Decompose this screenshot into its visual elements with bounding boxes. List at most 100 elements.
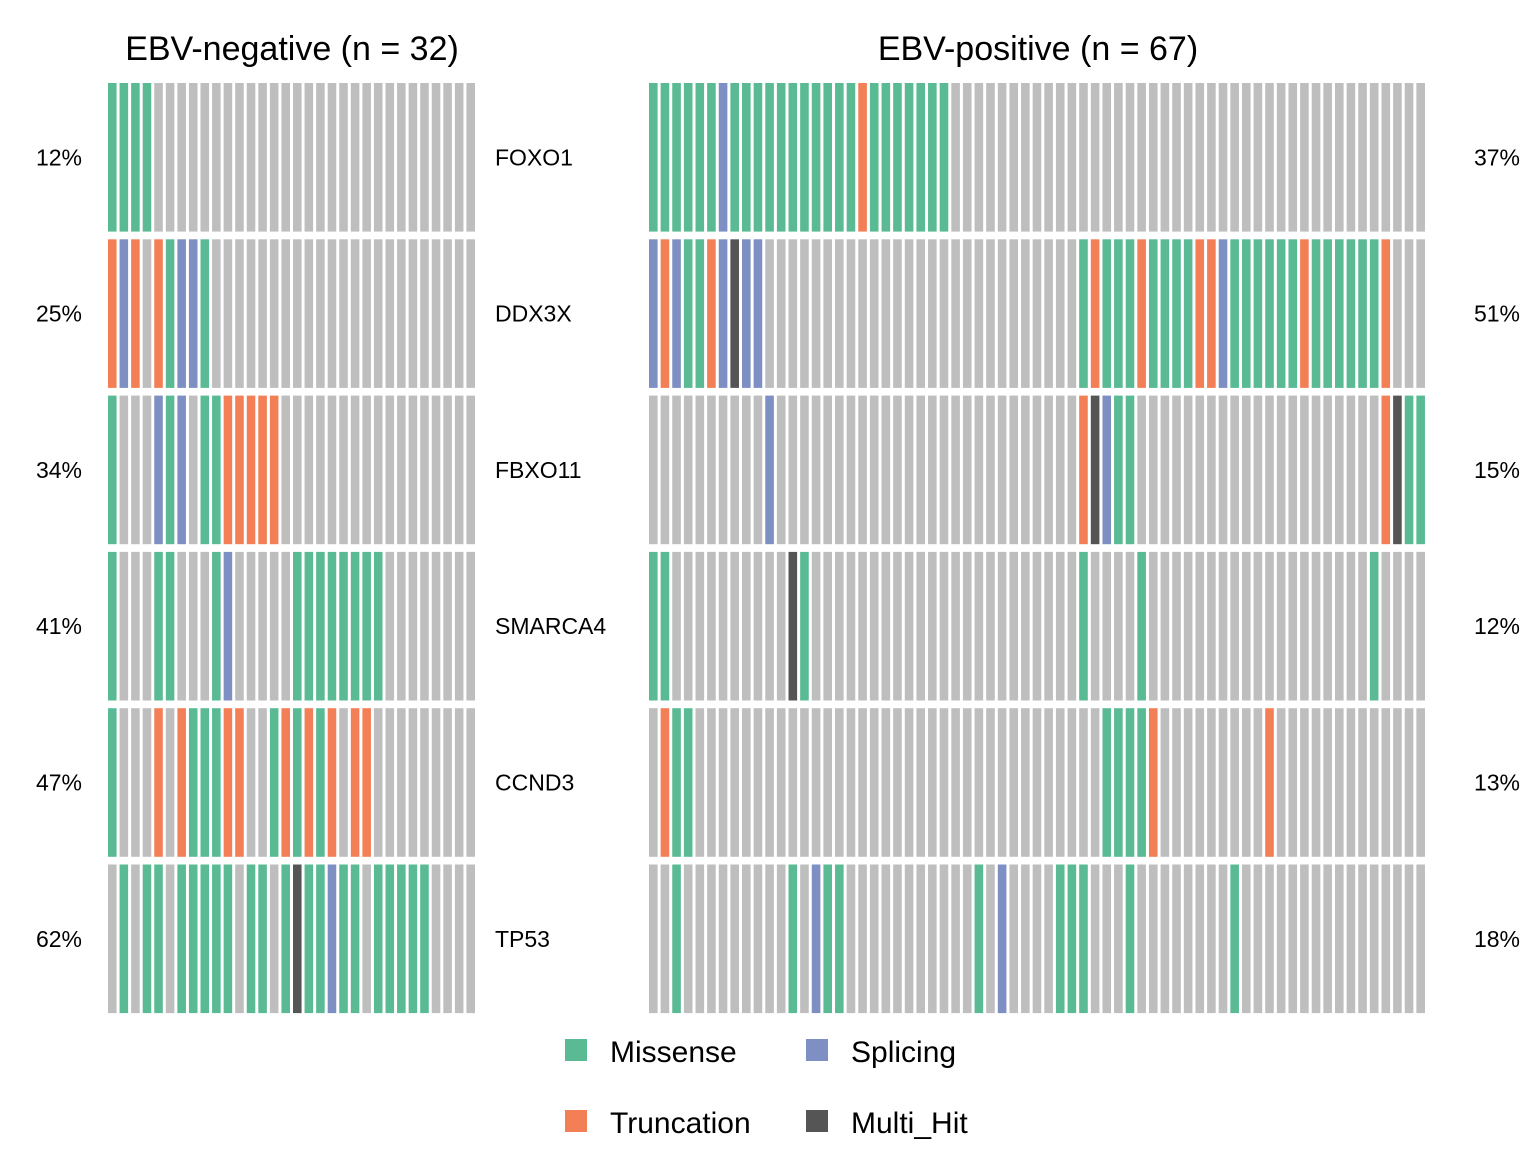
cell-ebv-positive-ddx3x-33-none [1021,239,1030,388]
cell-ebv-positive-foxo1-33-none [1021,83,1030,232]
cell-ebv-positive-ddx3x-62-missense [1358,239,1367,388]
cell-ebv-negative-tp53-25-missense [385,864,395,1014]
cell-ebv-positive-smarca4-56-none [1288,551,1298,701]
cell-ebv-negative-tp53-1-none [108,864,117,1014]
cell-ebv-positive-tp53-3-missense [672,864,681,1014]
cell-ebv-positive-smarca4-7-none [718,551,728,701]
cell-ebv-negative-tp53-26-missense [397,864,406,1014]
cell-ebv-negative-foxo1-10-none [212,83,221,232]
cell-ebv-negative-ddx3x-16-none [281,239,290,388]
cell-ebv-negative-foxo1-27-none [408,83,418,232]
cell-ebv-negative-tp53-13-missense [246,864,256,1014]
cell-ebv-negative-smarca4-8-none [188,551,198,701]
cell-ebv-negative-ccnd3-32-none [466,708,475,857]
cell-ebv-positive-ddx3x-6-truncation [707,239,716,388]
cell-ebv-negative-foxo1-12-none [235,83,244,232]
cell-ebv-positive-smarca4-18-none [846,551,856,701]
cell-ebv-negative-ccnd3-20-truncation [327,708,337,857]
cell-ebv-positive-fbxo11-54-none [1265,395,1274,545]
cell-ebv-positive-tp53-41-none [1114,864,1123,1014]
cell-ebv-positive-smarca4-61-none [1346,551,1356,701]
cell-ebv-positive-foxo1-6-missense [707,83,716,232]
cell-ebv-negative-ccnd3-4-none [142,708,152,857]
percent-label-ebv-negative-tp53: 62% [36,926,82,952]
cell-ebv-positive-ddx3x-3-splicing [672,239,681,388]
cell-ebv-positive-tp53-48-none [1195,864,1205,1014]
cell-ebv-negative-fbxo11-3-none [131,395,140,545]
cell-ebv-positive-ddx3x-12-none [776,239,786,388]
cell-ebv-positive-tp53-20-none [869,864,879,1014]
cell-ebv-positive-ccnd3-60-none [1334,708,1344,857]
cell-ebv-positive-fbxo11-1-none [649,395,658,545]
cell-ebv-positive-foxo1-3-missense [672,83,681,232]
cell-ebv-positive-smarca4-65-none [1393,551,1402,701]
cell-ebv-positive-ddx3x-64-truncation [1381,239,1391,388]
cell-ebv-positive-smarca4-63-missense [1369,551,1379,701]
cell-ebv-positive-fbxo11-11-splicing [765,395,774,545]
cell-ebv-negative-fbxo11-2-none [119,395,129,545]
cell-ebv-positive-ddx3x-2-truncation [660,239,670,388]
cell-ebv-positive-fbxo11-4-none [683,395,693,545]
cell-ebv-positive-fbxo11-7-none [718,395,728,545]
cell-ebv-positive-fbxo11-50-none [1218,395,1228,545]
cell-ebv-positive-ccnd3-34-none [1032,708,1042,857]
cell-ebv-positive-tp53-8-none [730,864,739,1014]
cell-ebv-positive-ccnd3-44-truncation [1148,708,1158,857]
gene-label-ddx3x: DDX3X [495,301,572,327]
cell-ebv-positive-ccnd3-35-none [1044,708,1053,857]
cell-ebv-positive-ddx3x-24-none [916,239,926,388]
cell-ebv-negative-ccnd3-9-missense [200,708,210,857]
cell-ebv-positive-tp53-44-none [1148,864,1158,1014]
cell-ebv-positive-foxo1-9-missense [742,83,751,232]
cell-ebv-negative-ccnd3-18-truncation [304,708,314,857]
cell-ebv-negative-smarca4-15-none [269,551,279,701]
cell-ebv-positive-foxo1-36-none [1055,83,1065,232]
cell-ebv-positive-ddx3x-54-missense [1265,239,1274,388]
cell-ebv-negative-ccnd3-17-missense [293,708,302,857]
cell-ebv-negative-ccnd3-29-none [431,708,441,857]
cell-ebv-negative-ddx3x-27-none [408,239,418,388]
cell-ebv-positive-tp53-17-missense [835,864,844,1014]
cell-ebv-positive-smarca4-32-none [1009,551,1019,701]
cell-ebv-positive-ccnd3-7-none [718,708,728,857]
cell-ebv-negative-tp53-16-missense [281,864,290,1014]
cell-ebv-positive-fbxo11-3-none [672,395,681,545]
cell-ebv-positive-tp53-22-none [893,864,902,1014]
cell-ebv-negative-foxo1-7-none [177,83,186,232]
cell-ebv-negative-tp53-10-missense [212,864,221,1014]
cell-ebv-positive-tp53-43-none [1137,864,1146,1014]
cell-ebv-positive-foxo1-39-none [1090,83,1100,232]
cell-ebv-positive-foxo1-53-none [1253,83,1263,232]
cell-ebv-negative-foxo1-16-none [281,83,290,232]
cell-ebv-positive-fbxo11-48-none [1195,395,1205,545]
cell-ebv-positive-ddx3x-65-none [1393,239,1402,388]
cell-ebv-positive-foxo1-49-none [1207,83,1216,232]
cell-ebv-positive-smarca4-39-none [1090,551,1100,701]
cell-ebv-positive-tp53-66-none [1404,864,1414,1014]
cell-ebv-positive-foxo1-26-missense [939,83,949,232]
cell-ebv-positive-smarca4-3-none [672,551,681,701]
gene-labels: FOXO1 DDX3X FBXO11 SMARCA4 CCND3 TP53 [495,144,606,951]
cell-ebv-negative-foxo1-3-missense [131,83,140,232]
cell-ebv-positive-ccnd3-61-none [1346,708,1356,857]
cell-ebv-positive-tp53-6-none [707,864,716,1014]
cell-ebv-positive-smarca4-41-none [1114,551,1123,701]
cell-ebv-negative-fbxo11-12-truncation [235,395,244,545]
cell-ebv-positive-tp53-65-none [1393,864,1402,1014]
cell-ebv-positive-ddx3x-48-truncation [1195,239,1205,388]
cell-ebv-positive-smarca4-58-none [1311,551,1321,701]
cell-ebv-positive-ddx3x-56-missense [1288,239,1298,388]
cell-ebv-positive-foxo1-60-none [1334,83,1344,232]
cell-ebv-positive-smarca4-31-none [997,551,1007,701]
cell-ebv-positive-ccnd3-23-none [904,708,914,857]
cell-ebv-positive-ddx3x-25-none [928,239,937,388]
cell-ebv-positive-tp53-25-none [928,864,937,1014]
cell-ebv-positive-fbxo11-36-none [1055,395,1065,545]
cell-ebv-positive-tp53-64-none [1381,864,1391,1014]
cell-ebv-positive-smarca4-55-none [1276,551,1286,701]
cell-ebv-positive-tp53-55-none [1276,864,1286,1014]
cell-ebv-positive-foxo1-61-none [1346,83,1356,232]
cell-ebv-positive-ccnd3-50-none [1218,708,1228,857]
cell-ebv-negative-tp53-28-missense [420,864,429,1014]
cell-ebv-negative-ccnd3-2-none [119,708,129,857]
